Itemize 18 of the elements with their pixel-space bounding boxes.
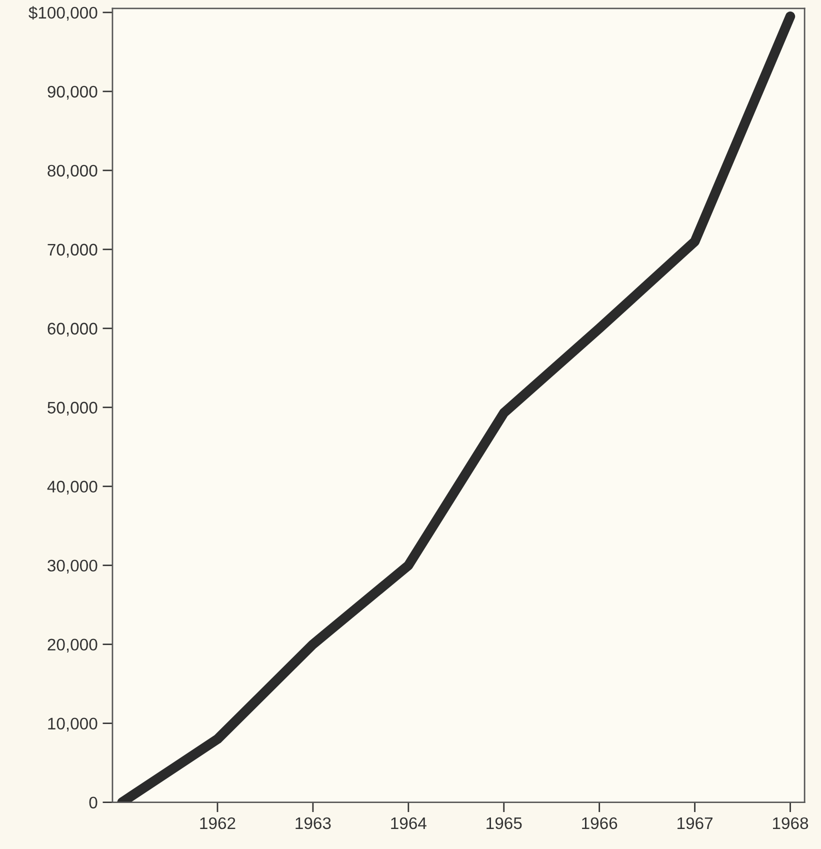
y-tick-label: 50,000: [48, 402, 98, 416]
y-tick-label: 60,000: [48, 322, 98, 337]
x-tick-label: 1964: [391, 817, 426, 830]
y-tick-label: 80,000: [48, 164, 98, 179]
y-tick-label: 10,000: [48, 718, 98, 732]
x-tick-label: 1966: [582, 817, 618, 830]
x-tick-label: 1968: [772, 817, 808, 830]
x-tick-label: 1962: [200, 817, 236, 830]
y-tick-label: 20,000: [48, 638, 98, 653]
x-tick-label: 1967: [678, 817, 712, 830]
y-tick-label: 30,000: [48, 560, 98, 574]
y-tick-label: 0: [89, 796, 98, 809]
y-tick-label: 90,000: [48, 86, 98, 100]
x-tick-label: 1963: [296, 817, 331, 830]
y-tick-label: 40,000: [47, 480, 98, 495]
x-tick-label: 1965: [486, 817, 522, 830]
y-tick-label: $100,000: [28, 6, 98, 21]
y-tick-label: 70,000: [48, 244, 98, 258]
